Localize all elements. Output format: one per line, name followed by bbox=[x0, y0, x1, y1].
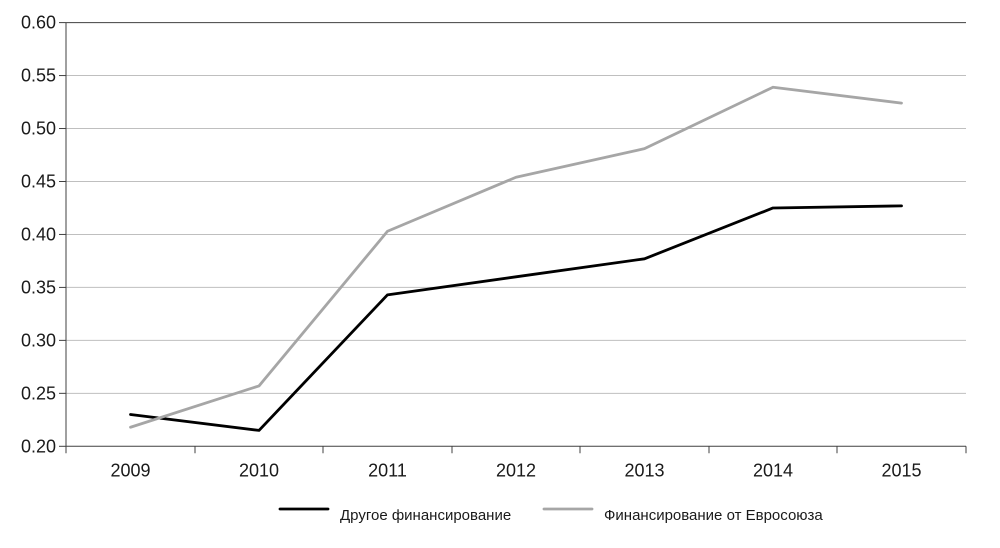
svg-text:2014: 2014 bbox=[753, 460, 793, 480]
svg-text:2013: 2013 bbox=[624, 460, 664, 480]
svg-text:0.20: 0.20 bbox=[21, 436, 56, 456]
svg-text:2011: 2011 bbox=[368, 460, 407, 480]
svg-text:Финансирование от Евросоюза: Финансирование от Евросоюза bbox=[604, 507, 823, 524]
svg-text:0.25: 0.25 bbox=[21, 383, 56, 403]
svg-text:2009: 2009 bbox=[110, 460, 150, 480]
svg-text:0.60: 0.60 bbox=[21, 13, 56, 33]
svg-text:2012: 2012 bbox=[496, 460, 536, 480]
svg-text:0.50: 0.50 bbox=[21, 119, 56, 139]
svg-text:0.55: 0.55 bbox=[21, 66, 56, 86]
svg-text:0.40: 0.40 bbox=[21, 224, 56, 244]
svg-text:2015: 2015 bbox=[881, 460, 921, 480]
svg-text:2010: 2010 bbox=[239, 460, 279, 480]
svg-text:0.30: 0.30 bbox=[21, 330, 56, 350]
svg-text:0.45: 0.45 bbox=[21, 171, 56, 191]
svg-text:Другое финансирование: Другое финансирование bbox=[340, 507, 511, 524]
svg-text:0.35: 0.35 bbox=[21, 277, 56, 297]
